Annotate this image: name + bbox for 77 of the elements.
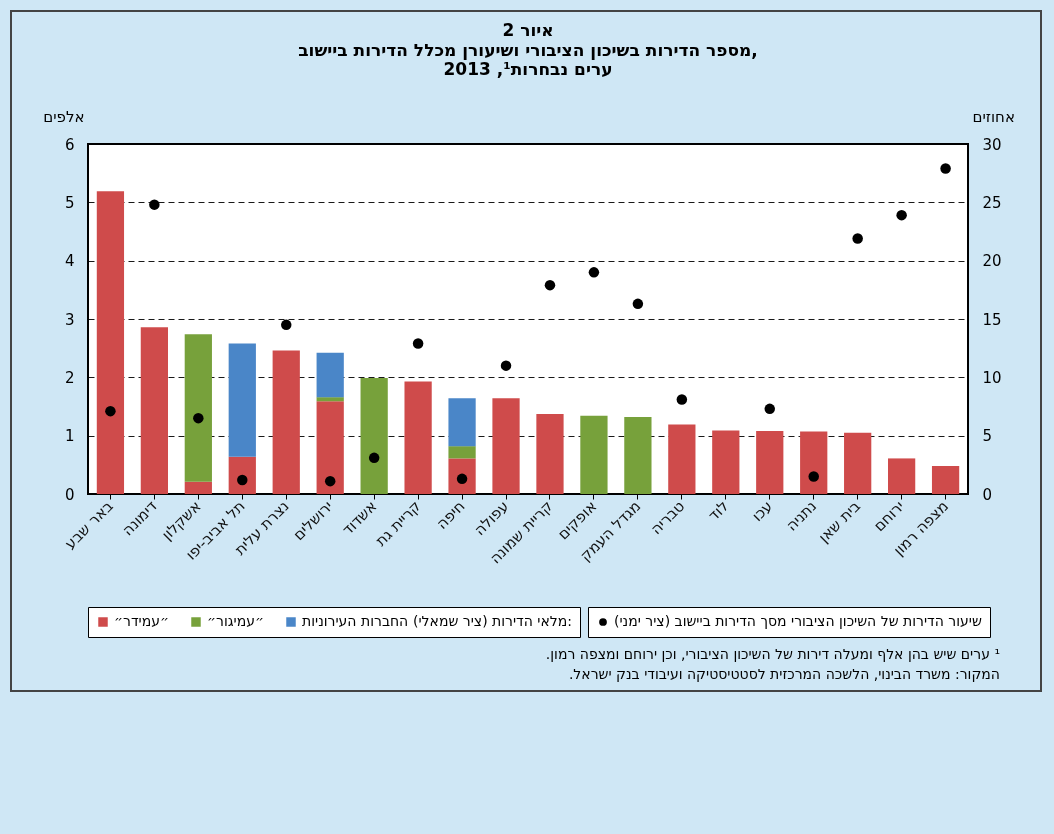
x-tick-label: ירושלים [289, 497, 337, 545]
bar [360, 377, 388, 494]
bar [316, 401, 344, 494]
bar [624, 417, 652, 494]
point [105, 405, 116, 417]
legend-title: מלאי הדירות (ציר שמאלי): [413, 613, 572, 629]
y-tick-label: 4 [64, 252, 75, 271]
x-tick-label: חיפה [432, 497, 469, 533]
x-tick-label: נתניה [782, 497, 821, 535]
point [324, 475, 336, 487]
point [281, 319, 292, 331]
bar [668, 424, 696, 494]
point [764, 403, 775, 415]
x-tick-label: לוד [704, 497, 733, 525]
bar [448, 446, 476, 459]
point [632, 298, 644, 310]
bar [448, 458, 476, 494]
y2-tick-label: 0 [982, 485, 993, 504]
y-tick-label: 5 [64, 193, 75, 212]
y2-tick-label: 25 [982, 193, 1002, 212]
y-tick-label: 2 [64, 368, 75, 387]
bar [316, 352, 344, 398]
text: ¹ ערים שיש בהן אלף ומעלה דירות של השיכון הציבורי, וכן ירוחם ומצפה רמון. [544, 645, 1000, 664]
point [149, 199, 160, 210]
point [368, 452, 380, 464]
point [588, 267, 600, 278]
y-tick-label: 1 [64, 427, 75, 446]
legend-label: ״עמיגור״ [207, 613, 264, 629]
point [544, 279, 556, 291]
bar [844, 432, 872, 494]
bar [272, 350, 300, 494]
bar [140, 327, 168, 494]
y2-axis-title: אחוזים [972, 107, 1015, 126]
y2-tick-label: 15 [982, 310, 1002, 329]
y2-tick-label: 30 [982, 135, 1002, 154]
point [896, 209, 907, 221]
point [500, 360, 512, 371]
y2-tick-label: 20 [982, 252, 1002, 271]
point [676, 394, 688, 405]
x-tick-label: ירוחם [870, 497, 908, 536]
text: ערים נבחרות¹, 2013 [443, 59, 613, 79]
text: מספר הדירות בשיכון הציבורי ושיעורן מכלל הדירות ביישוב, [298, 40, 758, 60]
y-axis-title: אלפים [43, 107, 85, 126]
bar [404, 381, 432, 494]
legend-label: שיעור הדירות של השיכון הציבורי מסך הדירות ביישוב (ציר ימני) [614, 613, 982, 629]
chart-title: איור 2 [502, 20, 554, 40]
bar [580, 415, 608, 494]
y-tick-label: 6 [64, 135, 75, 154]
bar [756, 431, 784, 494]
bar [96, 191, 125, 494]
bar [228, 343, 256, 457]
point [193, 412, 204, 424]
x-tick-label: דימונה [118, 497, 161, 540]
point [808, 471, 819, 482]
legend-label: ״עמידר״ [114, 613, 169, 629]
y-tick-label: 3 [64, 310, 75, 329]
bar [184, 334, 212, 482]
text: המקור: משרד הבינוי, הלשכה המרכזית לסטטיסטיקה ועיבודי בנק ישראל. [567, 665, 1000, 684]
y2-tick-label: 10 [982, 368, 1002, 387]
bar [712, 430, 740, 494]
bar [931, 466, 960, 494]
bar [228, 456, 256, 494]
legend-label: החברות העירוניות [302, 613, 409, 629]
y2-tick-label: 5 [982, 427, 993, 446]
bar [448, 398, 476, 447]
bar [800, 431, 828, 494]
y-tick-label: 0 [64, 485, 75, 504]
x-tick-label: טבריה [647, 497, 689, 539]
bar [536, 414, 564, 494]
point [940, 163, 951, 174]
bar [492, 398, 520, 494]
bar [316, 397, 344, 402]
point [412, 338, 424, 349]
bar [184, 481, 212, 494]
bar [888, 458, 916, 494]
x-tick-label: עכו [748, 497, 777, 526]
point [852, 233, 863, 244]
